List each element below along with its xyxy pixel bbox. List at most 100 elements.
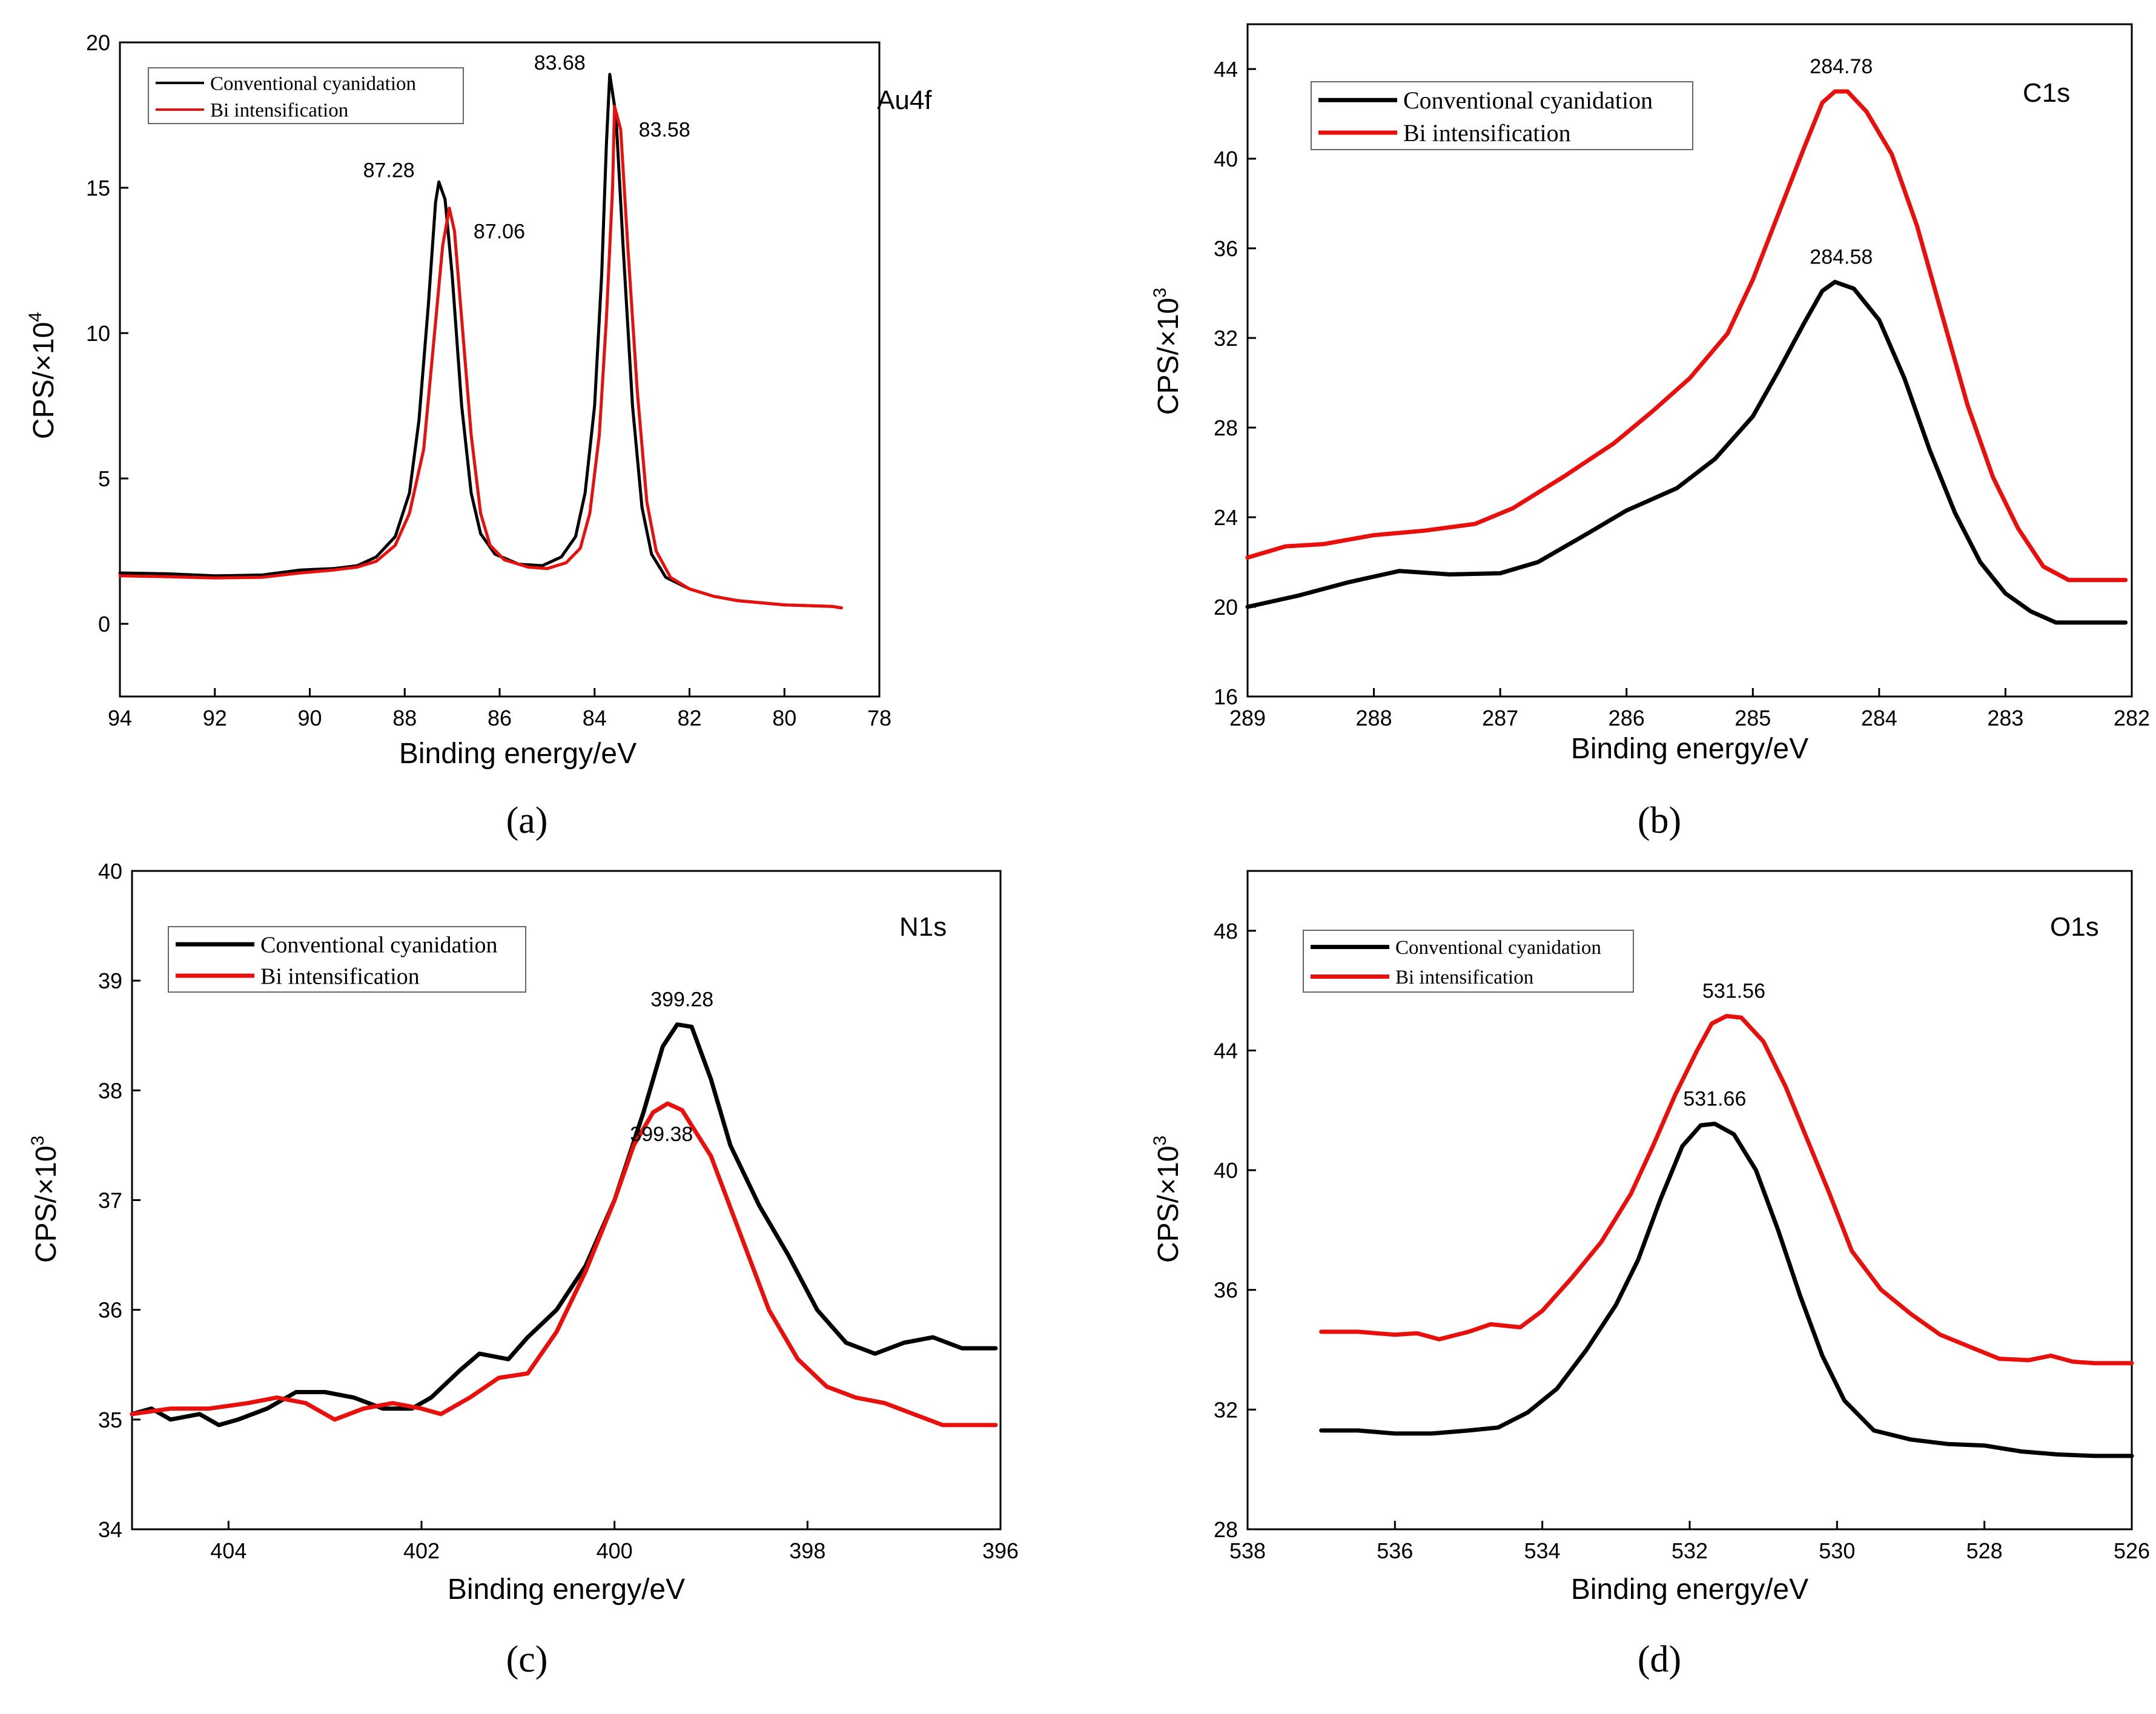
x-tick-label-a: 94 <box>108 706 132 730</box>
peak-annotation-a: 83.68 <box>534 51 586 74</box>
x-tick-label-a: 82 <box>677 706 701 730</box>
panel-a: 94 92 90 88 86 84 82 80 78 0 5 10 15 20 87.28 87.06 83.… <box>25 30 932 841</box>
panel-tag-b: (b) <box>1638 800 1681 841</box>
panel-title-d: O1s <box>2050 912 2099 942</box>
legend-box-d <box>1303 930 1634 993</box>
x-tick-label-d: 534 <box>1524 1538 1561 1563</box>
y-tick-label-b: 24 <box>1214 505 1238 530</box>
y-tick-label-b: 28 <box>1214 415 1238 440</box>
y-tick-label-b: 20 <box>1214 595 1238 620</box>
legend-label-bi-d: Bi intensification <box>1395 967 1533 988</box>
x-axis-label-d: Binding energy/eV <box>1571 1573 1808 1606</box>
y-axis-label-base-b: CPS/×10 <box>1152 298 1185 415</box>
panel-d: 538 536 534 532 530 528 526 28 32 36 40 44 48 531.56… <box>1150 870 2150 1680</box>
y-tick-label-b: 16 <box>1214 684 1238 709</box>
annotations-a: 87.28 87.06 83.68 83.58 <box>363 51 690 243</box>
series-layer-c <box>130 1022 998 1428</box>
x-tick-label-b: 285 <box>1734 706 1771 730</box>
y-axis-label-a: CPS/×104 <box>25 312 60 439</box>
legend-label-conventional-c: Conventional cyanidation <box>260 932 498 958</box>
y-axis-label-exponent-c: 3 <box>28 1136 48 1146</box>
series-layer-a <box>118 73 843 610</box>
y-tick-label-c: 36 <box>98 1298 122 1323</box>
y-tick-label-b: 44 <box>1214 57 1238 82</box>
x-tick-label-d: 532 <box>1672 1538 1708 1563</box>
x-tick-label-d: 530 <box>1819 1538 1855 1563</box>
annotations-b: 284.78 284.58 <box>1810 55 1873 269</box>
x-tick-label-d: 528 <box>1966 1538 2003 1563</box>
peak-annotation-b: 284.58 <box>1810 246 1873 269</box>
annotations-d: 531.56 531.66 <box>1683 980 1765 1111</box>
legend-label-conventional-a: Conventional cyanidation <box>210 73 416 94</box>
legend-label-bi-a: Bi intensification <box>210 100 348 122</box>
legend-c: Conventional cyanidation Bi intensificat… <box>168 926 526 993</box>
x-tick-label-c: 396 <box>982 1538 1019 1563</box>
y-axis-label-b: CPS/×103 <box>1150 288 1185 415</box>
y-tick-label-d: 32 <box>1214 1397 1238 1422</box>
y-tick-label-d: 48 <box>1214 919 1238 944</box>
series-bi-line-c <box>130 1101 998 1428</box>
peak-annotation-a: 83.58 <box>639 119 690 142</box>
ticks-c: 404 402 400 398 396 34 35 36 37 38 39 40 <box>98 859 1019 1563</box>
y-axis-label-base-c: CPS/×10 <box>30 1146 62 1263</box>
y-tick-label-a: 20 <box>86 30 110 55</box>
y-tick-label-c: 38 <box>98 1078 122 1103</box>
peak-annotation-b: 284.78 <box>1810 55 1873 78</box>
y-axis-label-exponent-a: 4 <box>25 312 45 322</box>
y-tick-label-d: 44 <box>1214 1038 1238 1063</box>
x-tick-label-d: 526 <box>2114 1538 2150 1563</box>
x-tick-label-b: 289 <box>1229 706 1266 730</box>
y-axis-label-exponent-b: 3 <box>1150 288 1170 298</box>
plot-frame-a <box>119 41 881 698</box>
series-conventional-line-b <box>1245 280 2128 625</box>
legend-label-bi-c: Bi intensification <box>260 964 420 989</box>
panel-title-b: C1s <box>2023 78 2070 108</box>
y-tick-label-c: 35 <box>98 1408 122 1432</box>
panel-b: 289 288 287 286 285 284 283 282 16 20 24 28 32 36 40 44… <box>1150 23 2150 841</box>
x-axis-label-c: Binding energy/eV <box>448 1573 685 1606</box>
x-tick-label-c: 400 <box>597 1538 633 1563</box>
y-tick-label-b: 32 <box>1214 326 1238 351</box>
series-bi-line-a <box>118 105 843 610</box>
plot-frame-b <box>1246 23 2133 698</box>
y-axis-label-d: CPS/×103 <box>1150 1136 1185 1263</box>
y-tick-label-c: 37 <box>98 1188 122 1213</box>
y-tick-label-d: 40 <box>1214 1158 1238 1183</box>
peak-annotation-a: 87.28 <box>363 159 415 182</box>
y-tick-label-c: 39 <box>98 968 122 993</box>
y-axis-label-base-a: CPS/×10 <box>28 322 60 439</box>
ticks-b: 289 288 287 286 285 284 283 282 16 20 24 28 32 36 40 44 <box>1214 57 2150 730</box>
annotations-c: 399.28 399.38 <box>630 988 713 1146</box>
x-tick-label-b: 283 <box>1987 706 2023 730</box>
y-tick-label-c: 40 <box>98 859 122 884</box>
y-tick-label-a: 15 <box>86 176 110 200</box>
x-tick-label-a: 84 <box>583 706 607 730</box>
y-tick-label-b: 36 <box>1214 236 1238 261</box>
legend-b: Conventional cyanidation Bi intensificat… <box>1311 81 1693 150</box>
panel-tag-d: (d) <box>1638 1639 1681 1680</box>
legend-label-conventional-d: Conventional cyanidation <box>1395 937 1601 959</box>
legend-box-b <box>1311 81 1693 150</box>
panel-title-c: N1s <box>899 912 947 942</box>
peak-annotation-c: 399.38 <box>630 1123 693 1146</box>
legend-d: Conventional cyanidation Bi intensificat… <box>1303 930 1634 993</box>
x-tick-label-a: 80 <box>772 706 796 730</box>
y-tick-label-a: 5 <box>98 466 110 491</box>
series-conventional-line-d <box>1319 1122 2134 1458</box>
x-tick-label-a: 92 <box>203 706 227 730</box>
series-layer-d <box>1319 1014 2134 1458</box>
x-tick-label-c: 398 <box>789 1538 825 1563</box>
series-conventional-line-a <box>118 73 843 610</box>
x-tick-label-d: 538 <box>1229 1538 1266 1563</box>
x-tick-label-a: 86 <box>488 706 512 730</box>
x-tick-label-a: 90 <box>297 706 322 730</box>
legend-a: Conventional cyanidation Bi intensificat… <box>148 67 464 124</box>
y-tick-label-c: 34 <box>98 1517 122 1542</box>
y-tick-label-a: 10 <box>86 321 110 346</box>
legend-label-bi-b: Bi intensification <box>1403 119 1571 147</box>
x-tick-label-b: 284 <box>1861 706 1897 730</box>
series-bi-line-d <box>1319 1014 2134 1366</box>
x-tick-label-b: 287 <box>1482 706 1518 730</box>
